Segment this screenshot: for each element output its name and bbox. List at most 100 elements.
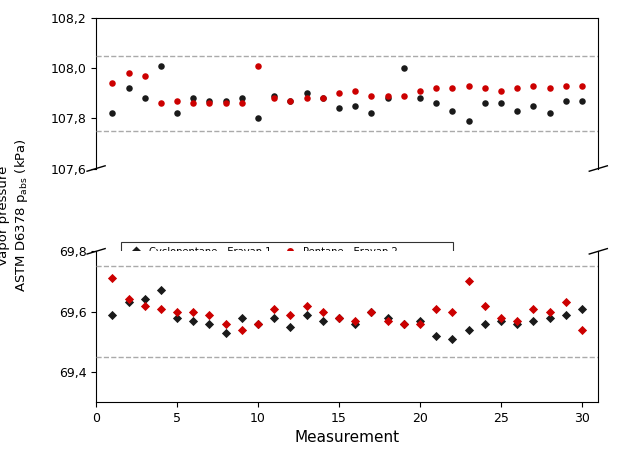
- Point: [156, 305, 166, 312]
- Point: [172, 110, 182, 117]
- Point: [302, 90, 312, 97]
- Point: [366, 308, 376, 315]
- Point: [561, 97, 571, 104]
- Point: [188, 308, 198, 315]
- Point: [545, 308, 555, 315]
- Point: [253, 62, 263, 69]
- Point: [366, 110, 376, 117]
- Point: [237, 95, 247, 102]
- Point: [156, 287, 166, 294]
- Point: [140, 296, 149, 303]
- Point: [528, 102, 538, 110]
- Point: [415, 320, 425, 327]
- Point: [172, 308, 182, 315]
- Point: [448, 107, 458, 114]
- Point: [188, 95, 198, 102]
- Point: [496, 314, 506, 321]
- Point: [188, 317, 198, 324]
- Point: [237, 326, 247, 333]
- Point: [350, 102, 360, 110]
- Point: [269, 314, 279, 321]
- Point: [123, 70, 133, 77]
- Point: [561, 311, 571, 318]
- Point: [221, 329, 231, 336]
- Point: [140, 95, 149, 102]
- Point: [350, 320, 360, 327]
- Point: [366, 308, 376, 315]
- Point: [496, 100, 506, 107]
- Point: [172, 314, 182, 321]
- Point: [432, 84, 441, 92]
- Point: [302, 302, 312, 309]
- Point: [415, 95, 425, 102]
- Point: [334, 314, 344, 321]
- Point: [269, 92, 279, 99]
- Point: [286, 97, 296, 104]
- Point: [577, 82, 587, 89]
- Point: [253, 115, 263, 122]
- Point: [350, 87, 360, 94]
- Point: [399, 320, 409, 327]
- Point: [480, 84, 490, 92]
- Point: [156, 62, 166, 69]
- Point: [383, 92, 392, 99]
- Point: [205, 320, 215, 327]
- Point: [383, 317, 392, 324]
- Point: [107, 311, 117, 318]
- Point: [269, 95, 279, 102]
- Point: [253, 320, 263, 327]
- X-axis label: Measurement: Measurement: [294, 430, 400, 445]
- Point: [205, 100, 215, 107]
- Point: [318, 308, 328, 315]
- Point: [448, 308, 458, 315]
- Point: [253, 320, 263, 327]
- Point: [107, 110, 117, 117]
- Point: [188, 100, 198, 107]
- Point: [432, 100, 441, 107]
- Point: [221, 320, 231, 327]
- Point: [286, 97, 296, 104]
- Point: [334, 105, 344, 112]
- Point: [140, 72, 149, 79]
- Text: Vapor pressure
ASTM D6378 p$_\mathrm{abs}$ (kPa): Vapor pressure ASTM D6378 p$_\mathrm{abs…: [0, 139, 30, 292]
- Point: [415, 87, 425, 94]
- Point: [496, 87, 506, 94]
- Point: [318, 95, 328, 102]
- Point: [545, 110, 555, 117]
- Point: [561, 82, 571, 89]
- Point: [302, 311, 312, 318]
- Point: [172, 97, 182, 104]
- Point: [577, 97, 587, 104]
- Point: [334, 314, 344, 321]
- Point: [318, 317, 328, 324]
- Point: [480, 100, 490, 107]
- Point: [432, 332, 441, 339]
- Point: [545, 84, 555, 92]
- Point: [399, 65, 409, 72]
- Point: [464, 117, 474, 124]
- Point: [221, 100, 231, 107]
- Point: [512, 107, 522, 114]
- Point: [496, 317, 506, 324]
- Point: [383, 95, 392, 102]
- Point: [528, 82, 538, 89]
- Point: [464, 278, 474, 285]
- Point: [448, 84, 458, 92]
- Point: [464, 82, 474, 89]
- Point: [432, 305, 441, 312]
- Point: [350, 317, 360, 324]
- Point: [480, 320, 490, 327]
- Point: [205, 311, 215, 318]
- Point: [140, 302, 149, 309]
- Legend: Cyclopentane - Eravap 1, Pentane - Eravap 1, Cyclopentane - Eravap 2, Pentane - : Cyclopentane - Eravap 1, Pentane - Erava…: [121, 242, 453, 287]
- Point: [399, 92, 409, 99]
- Point: [383, 314, 392, 321]
- Point: [205, 97, 215, 104]
- Point: [512, 320, 522, 327]
- Point: [561, 299, 571, 306]
- Point: [123, 299, 133, 306]
- Point: [577, 326, 587, 333]
- Point: [269, 305, 279, 312]
- Point: [512, 317, 522, 324]
- Point: [545, 314, 555, 321]
